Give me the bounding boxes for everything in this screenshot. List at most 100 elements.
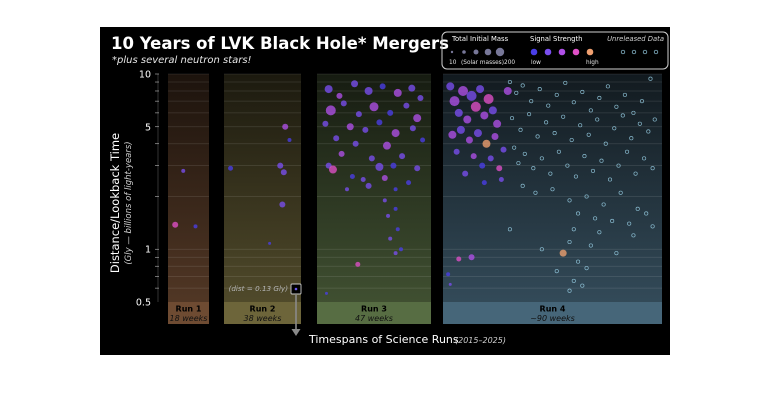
merger-point	[481, 180, 487, 186]
merger-point	[351, 80, 359, 88]
unreleased-point	[569, 137, 574, 143]
merger-point	[473, 129, 482, 138]
data-points	[172, 76, 657, 295]
unreleased-point	[571, 100, 576, 105]
merger-point	[376, 119, 383, 126]
merger-point	[381, 175, 388, 182]
unreleased-point	[586, 132, 591, 137]
unreleased-point	[578, 123, 583, 128]
unreleased-point	[593, 216, 598, 221]
merger-point	[393, 88, 402, 97]
unreleased-point	[652, 117, 657, 122]
legend-unreleased-markers	[620, 49, 659, 55]
merger-point	[456, 125, 465, 134]
legend-signal-circle	[572, 48, 580, 56]
merger-point	[395, 227, 400, 232]
unreleased-point	[567, 288, 572, 293]
legend-unreleased-circle	[642, 49, 648, 55]
legend-mass-circle	[450, 50, 454, 54]
legend-signal-high: high	[586, 60, 599, 66]
merger-point	[465, 136, 473, 144]
unreleased-point	[550, 187, 555, 192]
legend-signal-circle	[558, 48, 566, 56]
run-label-box-3	[317, 302, 431, 324]
chart-panel: 10 Years of LVK Black Hole* Mergers *plu…	[100, 27, 670, 355]
merger-point	[365, 182, 372, 189]
unreleased-point	[571, 278, 576, 283]
unreleased-point	[639, 99, 645, 104]
unreleased-point	[520, 83, 525, 88]
merger-point	[369, 102, 379, 112]
unreleased-point	[567, 239, 572, 245]
merger-point	[393, 251, 398, 256]
merger-point	[340, 100, 347, 107]
legend-unreleased-circle	[620, 49, 626, 55]
merger-point	[382, 141, 391, 150]
merger-point	[403, 102, 410, 109]
y-axis-label: Distance/Lookback Time	[108, 133, 122, 273]
unreleased-point	[631, 233, 636, 238]
unreleased-point	[548, 171, 553, 176]
merger-point	[458, 85, 469, 96]
legend-frame	[441, 31, 669, 70]
merger-point	[282, 123, 289, 130]
merger-point	[382, 198, 387, 203]
merger-point	[466, 90, 477, 101]
unreleased-point	[584, 266, 589, 271]
merger-point	[345, 187, 349, 192]
y-axis-sublabel: (Gly — billions of light-years)	[124, 141, 134, 264]
merger-point	[287, 138, 292, 143]
merger-point	[338, 150, 345, 157]
unreleased-point	[644, 211, 649, 216]
x-axis-label: Timespans of Science Runs	[308, 333, 459, 346]
merger-point	[559, 249, 567, 257]
run-name-3: Run 3	[361, 305, 387, 314]
merger-point	[483, 94, 494, 105]
merger-point	[480, 111, 489, 120]
unreleased-point	[650, 166, 655, 171]
unreleased-point	[544, 120, 549, 125]
merger-point	[468, 254, 475, 261]
run-duration-3: 47 weeks	[355, 314, 393, 323]
run-label-box-4	[443, 302, 662, 324]
unreleased-point	[633, 171, 638, 176]
y-axis-ticks: 10 5 1 0.5	[136, 70, 159, 309]
unreleased-point	[614, 104, 619, 109]
merger-point	[453, 148, 460, 155]
y-tick-label: 10	[139, 70, 151, 81]
unreleased-point	[648, 76, 653, 81]
annotation-text: (dist = 0.13 Gly)	[229, 284, 289, 293]
unreleased-point	[509, 116, 515, 121]
unreleased-point	[603, 141, 608, 146]
unreleased-point	[610, 218, 615, 224]
run-name-4: Run 4	[540, 305, 566, 314]
unreleased-point	[567, 198, 572, 203]
merger-point	[446, 272, 451, 277]
unreleased-point	[507, 227, 512, 232]
run-duration-4: ~90 weeks	[530, 314, 575, 323]
merger-point	[360, 177, 366, 183]
merger-point	[364, 86, 373, 95]
run-name-2: Run 2	[250, 305, 276, 314]
merger-point	[487, 155, 494, 162]
merger-point	[228, 165, 234, 171]
unreleased-point	[650, 224, 655, 229]
legend-signal-scale	[530, 48, 594, 56]
merger-point	[409, 125, 416, 132]
x-axis-sublabel: (2015–2025)	[455, 336, 506, 345]
unreleased-point	[629, 136, 634, 141]
unreleased-point	[614, 251, 619, 256]
unreleased-point	[624, 149, 630, 154]
legend-mass-circle	[462, 50, 466, 54]
unreleased-point	[601, 202, 606, 207]
unreleased-point	[516, 161, 521, 166]
merger-point	[379, 83, 386, 90]
run-label-box-1	[168, 302, 209, 324]
unreleased-point	[582, 154, 587, 159]
merger-point	[449, 96, 460, 107]
legend-unreleased-circle	[631, 49, 637, 55]
y-tick-label: 1	[145, 245, 151, 256]
merger-point	[391, 129, 400, 138]
merger-point	[456, 256, 462, 262]
chart-subtitle: *plus several neutron stars!	[112, 55, 252, 66]
